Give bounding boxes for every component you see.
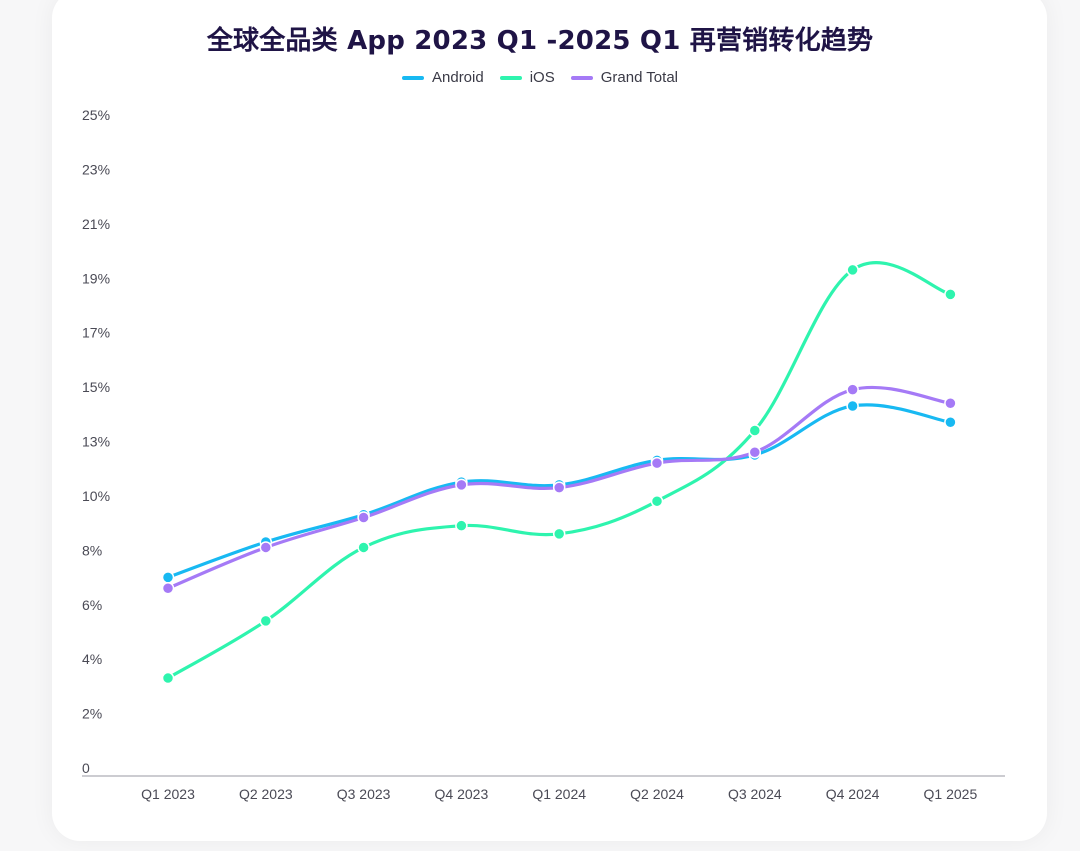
legend-label-ios: iOS [529, 69, 555, 86]
y-tick-label: 15% [82, 379, 110, 395]
chart-legend: Android iOS Grand Total [0, 69, 1080, 86]
data-point-ios[interactable] [357, 541, 370, 554]
legend-item-ios[interactable]: iOS [499, 69, 555, 86]
x-tick-label: Q2 2023 [239, 786, 293, 802]
data-point-ios[interactable] [161, 671, 175, 685]
y-tick-label: 25% [82, 107, 110, 123]
y-tick-label: 23% [82, 161, 110, 177]
data-point-ios[interactable] [650, 494, 664, 508]
series-line-ios [166, 261, 952, 680]
data-point-android[interactable] [161, 571, 175, 584]
x-tick-label: Q3 2023 [337, 786, 391, 802]
data-point-grand-total[interactable] [259, 541, 273, 554]
y-tick-label: 19% [82, 270, 110, 286]
data-point-grand-total[interactable] [552, 481, 566, 494]
legend-label-android: Android [432, 69, 484, 86]
x-axis: Q1 2023 Q2 2023 Q3 2023 Q4 2023 Q1 2024 Q2 20… [82, 775, 1005, 802]
data-point-ios[interactable] [846, 263, 859, 277]
x-tick-label: Q3 2024 [728, 786, 782, 802]
data-point-ios[interactable] [455, 519, 468, 532]
y-tick-label: 6% [82, 597, 102, 613]
data-point-grand-total[interactable] [846, 383, 859, 396]
y-tick-label: 2% [82, 706, 102, 722]
y-tick-label: 13% [82, 434, 110, 450]
y-tick-label: 10% [82, 488, 110, 504]
y-tick-label: 17% [82, 325, 110, 341]
x-tick-label: Q1 2025 [924, 786, 978, 802]
legend-swatch-grand-total [570, 75, 593, 80]
legend-swatch-android [402, 75, 424, 80]
data-point-grand-total[interactable] [161, 582, 175, 595]
y-tick-label: 8% [82, 542, 102, 558]
y-tick-label: 21% [82, 216, 110, 232]
y-tick-label: 0 [82, 760, 90, 776]
data-point-grand-total[interactable] [650, 456, 664, 470]
x-tick-label: Q2 2024 [630, 786, 684, 802]
data-point-ios[interactable] [259, 614, 273, 628]
series-layer [161, 261, 957, 685]
legend-swatch-ios [499, 75, 522, 80]
x-tick-label: Q4 2023 [435, 786, 489, 802]
y-tick-label: 4% [82, 651, 102, 667]
data-point-ios[interactable] [944, 288, 957, 301]
x-tick-label: Q4 2024 [826, 786, 880, 802]
x-tick-label: Q1 2023 [141, 786, 195, 802]
data-point-android[interactable] [944, 416, 957, 429]
y-axis: 0 2% 4% 6% 8% 10% 13% 15% 17% 19% 21% 23% 25% [82, 107, 110, 776]
chart-card [52, 0, 1047, 841]
data-point-ios[interactable] [748, 424, 762, 437]
legend-item-android[interactable]: Android [402, 69, 484, 86]
data-point-grand-total[interactable] [944, 396, 957, 410]
data-point-grand-total[interactable] [748, 445, 762, 459]
data-point-grand-total[interactable] [455, 478, 468, 492]
data-point-grand-total[interactable] [357, 511, 370, 524]
legend-item-grand-total[interactable]: Grand Total [570, 69, 678, 86]
x-tick-label: Q1 2024 [532, 786, 586, 802]
legend-label-grand-total: Grand Total [600, 69, 678, 86]
chart-title: 全球全品类 App 2023 Q1 -2025 Q1 再营销转化趋势 [206, 26, 874, 56]
data-point-android[interactable] [846, 399, 859, 413]
data-point-ios[interactable] [552, 527, 566, 541]
